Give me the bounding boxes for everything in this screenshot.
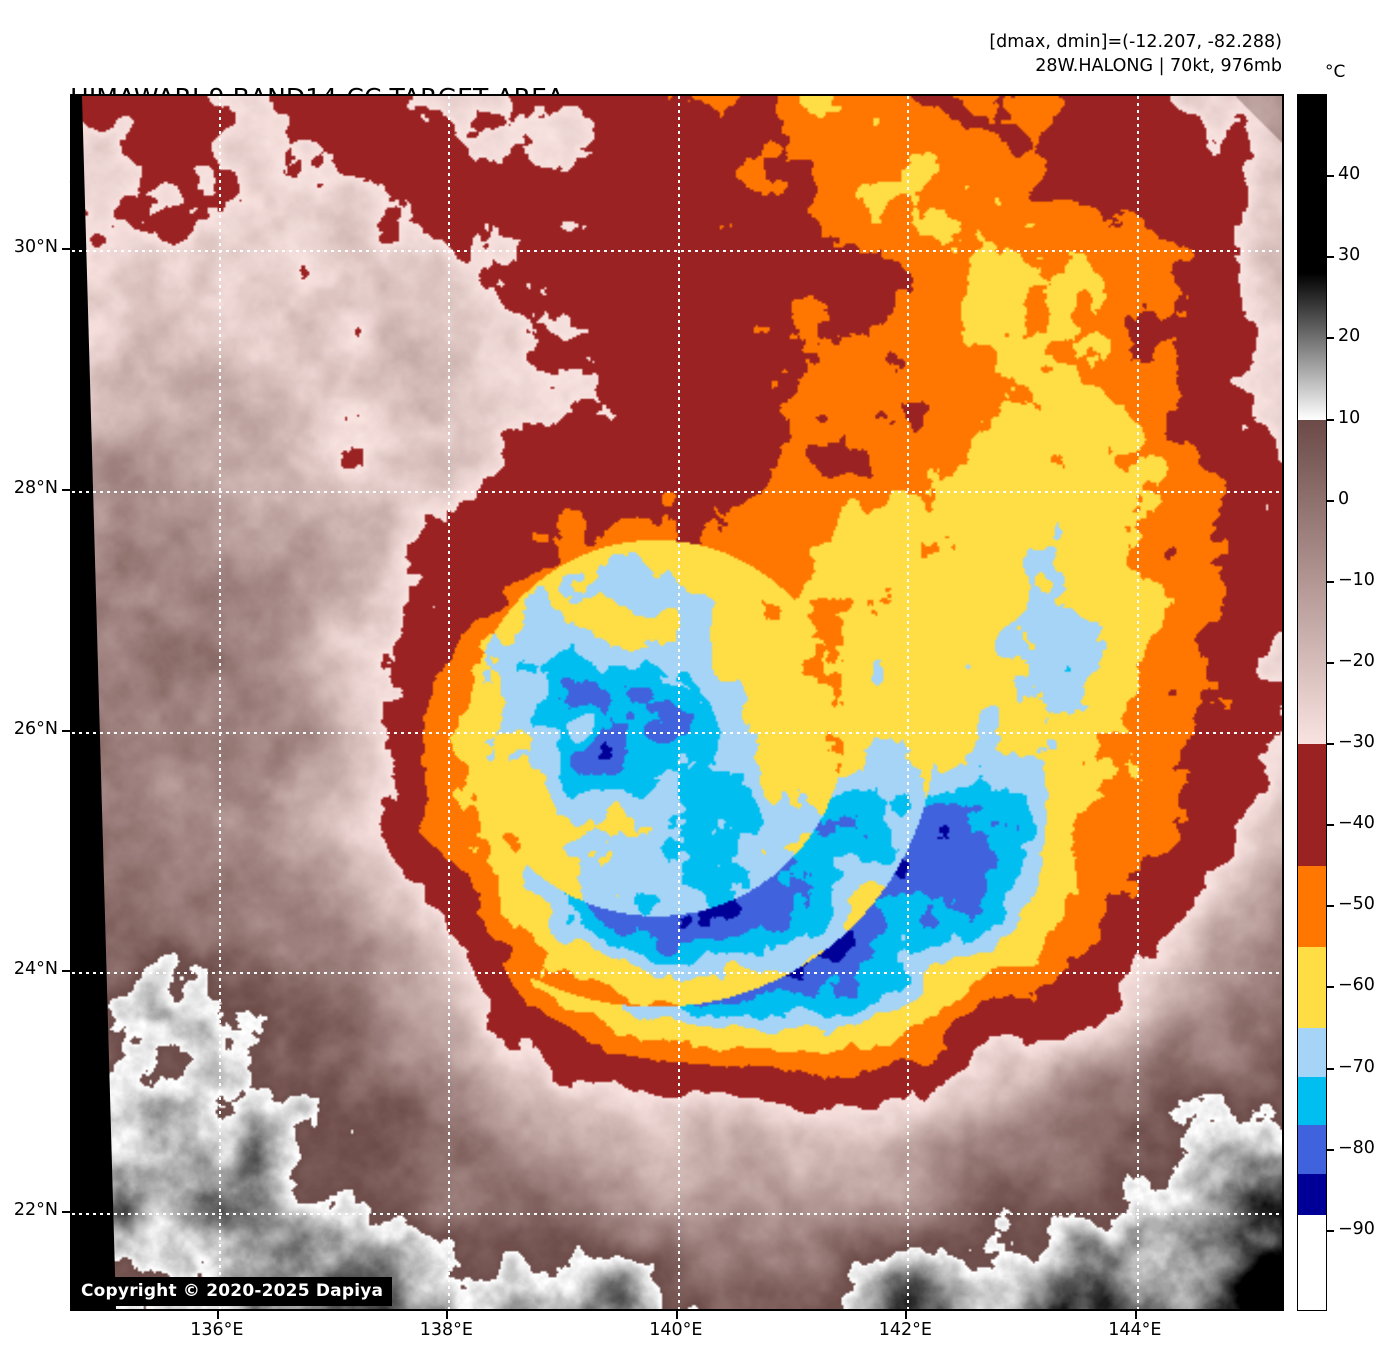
tickmark-lat-26 (62, 729, 70, 732)
colorbar-label-10: 10 (1338, 407, 1361, 428)
tickmark-lat-22 (62, 1211, 70, 1214)
colorbar-segment-light-blue (1298, 1028, 1326, 1077)
colorbar-segment-white-cold (1298, 1214, 1326, 1310)
colorbar-tick--90 (1327, 1229, 1334, 1232)
copyright-banner: Copyright © 2020-2025 Dapiya (72, 1277, 393, 1306)
tickmark-lat-24 (62, 970, 70, 973)
xtick-label-138: 138°E (419, 1320, 473, 1340)
tickmark-lon-136 (216, 1311, 219, 1319)
xtick-label-142: 142°E (878, 1320, 932, 1340)
xtick-label-136: 136°E (190, 1320, 244, 1340)
colorbar-segment-brown-pink (1298, 419, 1326, 745)
colorbar-tick-0 (1327, 499, 1334, 502)
colorbar-tick--70 (1327, 1067, 1334, 1070)
colorbar-tick-20 (1327, 337, 1334, 340)
colorbar-tick-30 (1327, 256, 1334, 259)
tickmark-lon-144 (1134, 1311, 1137, 1319)
colorbar-segment-yellow (1298, 946, 1326, 1029)
satellite-imagery-canvas (72, 96, 1282, 1309)
colorbar-unit-label: °C (1325, 62, 1346, 82)
colorbar-segment-orange (1298, 865, 1326, 947)
colorbar-tick--20 (1327, 661, 1334, 664)
storm-intensity-readout: 28W.HALONG | 70kt, 976mb (1035, 56, 1282, 76)
colorbar-label--60: −60 (1338, 975, 1375, 996)
satellite-image-plot[interactable] (70, 94, 1284, 1311)
tickmark-lon-140 (675, 1311, 678, 1319)
colorbar-label--80: −80 (1338, 1137, 1375, 1158)
colorbar-label-40: 40 (1338, 164, 1361, 185)
colorbar-segment-black-hot (1298, 95, 1326, 274)
colorbar-segment-gray-ramp (1298, 273, 1326, 420)
tickmark-lat-30 (62, 248, 70, 251)
ytick-label-26: 26°N (13, 718, 58, 739)
tickmark-lon-138 (446, 1311, 449, 1319)
ytick-label-28: 28°N (13, 477, 58, 498)
colorbar-label--70: −70 (1338, 1056, 1375, 1077)
ytick-label-22: 22°N (13, 1200, 58, 1221)
dmax-dmin-readout: [dmax, dmin]=(-12.207, -82.288) (989, 32, 1282, 52)
colorbar-tick--80 (1327, 1148, 1334, 1151)
colorbar-tick-10 (1327, 418, 1334, 421)
colorbar-tick--50 (1327, 905, 1334, 908)
colorbar-tick--40 (1327, 824, 1334, 827)
ytick-label-24: 24°N (13, 959, 58, 980)
colorbar-label--10: −10 (1338, 569, 1375, 590)
colorbar-label--90: −90 (1338, 1218, 1375, 1239)
xtick-label-144: 144°E (1108, 1320, 1162, 1340)
ytick-label-30: 30°N (13, 237, 58, 258)
colorbar-label--40: −40 (1338, 813, 1375, 834)
colorbar-label--20: −20 (1338, 650, 1375, 671)
colorbar-label-30: 30 (1338, 245, 1361, 266)
colorbar-label--30: −30 (1338, 732, 1375, 753)
colorbar-label-0: 0 (1338, 488, 1350, 509)
colorbar-segment-dark-red (1298, 744, 1326, 866)
tickmark-lat-28 (62, 488, 70, 491)
tickmark-lon-142 (905, 1311, 908, 1319)
colorbar-segment-navy (1298, 1174, 1326, 1215)
colorbar-tick--10 (1327, 580, 1334, 583)
colorbar-segment-royal-blue (1298, 1125, 1326, 1175)
temperature-colorbar[interactable] (1297, 94, 1327, 1311)
colorbar-label--50: −50 (1338, 894, 1375, 915)
colorbar-tick--60 (1327, 986, 1334, 989)
colorbar-label-20: 20 (1338, 326, 1361, 347)
colorbar-tick--30 (1327, 743, 1334, 746)
colorbar-segment-cyan (1298, 1076, 1326, 1126)
header-metadata: [dmax, dmin]=(-12.207, -82.288) 28W.HALO… (989, 30, 1282, 78)
xtick-label-140: 140°E (649, 1320, 703, 1340)
colorbar-tick-40 (1327, 175, 1334, 178)
